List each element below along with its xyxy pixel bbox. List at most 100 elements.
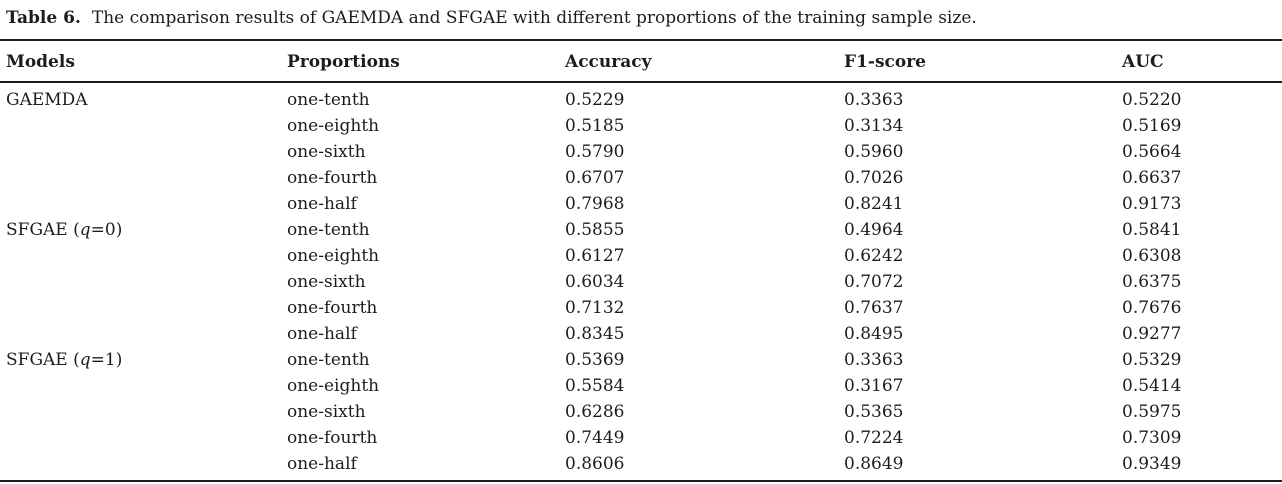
- table-caption-text: The comparison results of GAEMDA and SFG…: [91, 8, 977, 28]
- model-cell: [0, 139, 287, 165]
- model-cell: SFGAE (q=0): [0, 217, 287, 243]
- f1-score-cell: 0.7072: [844, 272, 904, 292]
- accuracy-cell: 0.5790: [565, 142, 625, 162]
- proportion-cell: one-sixth: [287, 272, 366, 292]
- auc-cell: 0.5664: [1122, 142, 1182, 162]
- accuracy-cell: 0.7449: [565, 428, 625, 448]
- table-row: SFGAE (q=0) one-tenth 0.5855 0.4964 0.5841: [0, 217, 1282, 243]
- table-row: one-half 0.8606 0.8649 0.9349: [0, 451, 1282, 482]
- f1-score-cell: 0.5960: [844, 142, 904, 162]
- table-row: GAEMDA one-tenth 0.5229 0.3363 0.5220: [0, 82, 1282, 113]
- f1-score-cell: 0.7637: [844, 298, 904, 318]
- model-cell: SFGAE (q=1): [0, 347, 287, 373]
- model-name-suffix: =0): [90, 220, 123, 240]
- f1-score-cell: 0.4964: [844, 220, 904, 240]
- auc-cell: 0.5220: [1122, 90, 1182, 110]
- proportion-cell: one-fourth: [287, 168, 378, 188]
- auc-cell: 0.5169: [1122, 116, 1182, 136]
- proportion-cell: one-tenth: [287, 350, 370, 370]
- f1-score-cell: 0.3167: [844, 376, 904, 396]
- table-row: one-sixth 0.6034 0.7072 0.6375: [0, 269, 1282, 295]
- table-row: one-fourth 0.6707 0.7026 0.6637: [0, 165, 1282, 191]
- accuracy-cell: 0.6034: [565, 272, 625, 292]
- auc-cell: 0.5414: [1122, 376, 1182, 396]
- model-cell: [0, 243, 287, 269]
- auc-cell: 0.6375: [1122, 272, 1182, 292]
- col-header-f1-score: F1-score: [844, 39, 1122, 83]
- f1-score-cell: 0.8649: [844, 451, 1122, 482]
- accuracy-cell: 0.5369: [565, 350, 625, 370]
- auc-cell: 0.5975: [1122, 402, 1182, 422]
- auc-cell: 0.9349: [1122, 451, 1282, 482]
- accuracy-cell: 0.8606: [565, 451, 844, 482]
- model-cell: [0, 269, 287, 295]
- accuracy-cell: 0.6286: [565, 402, 625, 422]
- table-row: one-sixth 0.6286 0.5365 0.5975: [0, 399, 1282, 425]
- accuracy-cell: 0.5229: [565, 90, 625, 110]
- model-name: GAEMDA: [6, 90, 88, 110]
- model-cell: [0, 451, 287, 482]
- proportion-cell: one-eighth: [287, 116, 380, 136]
- proportion-cell: one-half: [287, 194, 357, 214]
- f1-score-cell: 0.8241: [844, 194, 904, 214]
- col-header-auc: AUC: [1122, 39, 1282, 83]
- f1-score-cell: 0.8495: [844, 324, 904, 344]
- accuracy-cell: 0.5185: [565, 116, 625, 136]
- proportion-cell: one-sixth: [287, 142, 366, 162]
- f1-score-cell: 0.7026: [844, 168, 904, 188]
- accuracy-cell: 0.5584: [565, 376, 625, 396]
- table-row: one-half 0.7968 0.8241 0.9173: [0, 191, 1282, 217]
- f1-score-cell: 0.5365: [844, 402, 904, 422]
- proportion-cell: one-fourth: [287, 428, 378, 448]
- model-cell: [0, 165, 287, 191]
- accuracy-cell: 0.6707: [565, 168, 625, 188]
- model-cell: [0, 321, 287, 347]
- table-row: one-eighth 0.5584 0.3167 0.5414: [0, 373, 1282, 399]
- table-row: one-fourth 0.7449 0.7224 0.7309: [0, 425, 1282, 451]
- f1-score-cell: 0.7224: [844, 428, 904, 448]
- table-row: one-half 0.8345 0.8495 0.9277: [0, 321, 1282, 347]
- proportion-cell: one-eighth: [287, 246, 380, 266]
- f1-score-cell: 0.3363: [844, 350, 904, 370]
- col-header-proportions: Proportions: [287, 39, 565, 83]
- model-cell: [0, 295, 287, 321]
- auc-cell: 0.7676: [1122, 298, 1182, 318]
- proportion-cell: one-half: [287, 324, 357, 344]
- model-cell: [0, 425, 287, 451]
- table-row: one-eighth 0.5185 0.3134 0.5169: [0, 113, 1282, 139]
- model-cell: [0, 191, 287, 217]
- proportion-cell: one-half: [287, 451, 565, 482]
- auc-cell: 0.6637: [1122, 168, 1182, 188]
- table-caption: Table 6. The comparison results of GAEMDA…: [0, 0, 1282, 29]
- table-row: one-eighth 0.6127 0.6242 0.6308: [0, 243, 1282, 269]
- results-table: Models Proportions Accuracy F1-score AUC…: [0, 39, 1282, 482]
- accuracy-cell: 0.7968: [565, 194, 625, 214]
- auc-cell: 0.6308: [1122, 246, 1182, 266]
- model-name-variable: q: [79, 220, 91, 240]
- col-header-models: Models: [0, 39, 287, 83]
- table-label: Table 6.: [6, 8, 81, 28]
- model-name-suffix: =1): [90, 350, 123, 370]
- accuracy-cell: 0.5855: [565, 220, 625, 240]
- accuracy-cell: 0.7132: [565, 298, 625, 318]
- proportion-cell: one-sixth: [287, 402, 366, 422]
- table-row: one-fourth 0.7132 0.7637 0.7676: [0, 295, 1282, 321]
- proportion-cell: one-eighth: [287, 376, 380, 396]
- header-row: Models Proportions Accuracy F1-score AUC: [0, 39, 1282, 83]
- auc-cell: 0.5841: [1122, 220, 1182, 240]
- f1-score-cell: 0.3363: [844, 90, 904, 110]
- table-row: SFGAE (q=1) one-tenth 0.5369 0.3363 0.5329: [0, 347, 1282, 373]
- f1-score-cell: 0.6242: [844, 246, 904, 266]
- auc-cell: 0.9277: [1122, 324, 1182, 344]
- model-name: SFGAE (: [6, 220, 80, 240]
- accuracy-cell: 0.6127: [565, 246, 625, 266]
- f1-score-cell: 0.3134: [844, 116, 904, 136]
- model-name: SFGAE (: [6, 350, 80, 370]
- model-cell: [0, 373, 287, 399]
- proportion-cell: one-fourth: [287, 298, 378, 318]
- auc-cell: 0.9173: [1122, 194, 1182, 214]
- model-cell: [0, 399, 287, 425]
- proportion-cell: one-tenth: [287, 90, 370, 110]
- auc-cell: 0.5329: [1122, 350, 1182, 370]
- model-name-variable: q: [79, 350, 91, 370]
